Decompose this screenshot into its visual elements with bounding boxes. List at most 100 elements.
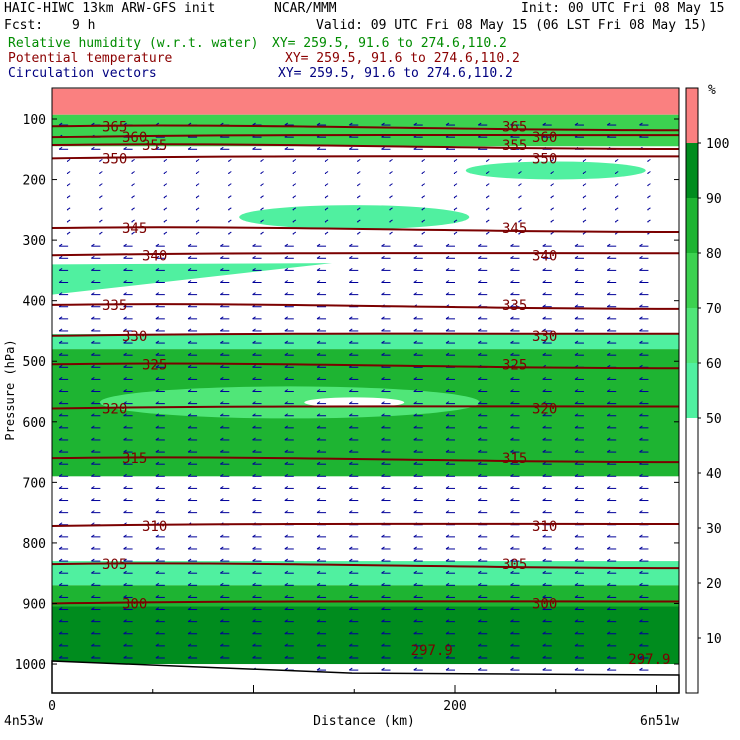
wind-vector-head — [639, 389, 643, 392]
colorbar-segment — [686, 88, 698, 143]
wind-vector-head — [252, 146, 256, 150]
theta-label: 310 — [142, 519, 167, 535]
wind-vector-head — [220, 631, 224, 635]
wind-vector-head — [639, 437, 643, 441]
wind-vector-head — [413, 328, 418, 332]
wind-vector-head — [477, 243, 482, 247]
wind-vector-head — [550, 158, 554, 162]
wind-vector-head — [389, 158, 393, 162]
wind-vector-head — [413, 498, 418, 501]
wind-vector-head — [220, 558, 224, 562]
wind-vector-head — [445, 643, 450, 647]
wind-vector-head — [316, 570, 321, 574]
right-endpoint: 6n51w — [640, 714, 679, 729]
terrain-surface — [51, 660, 680, 694]
wind-vector-head — [614, 171, 619, 174]
wind-vector-head — [58, 364, 63, 368]
wind-vector-head — [58, 243, 63, 247]
wind-vector-head — [477, 485, 482, 489]
y-tick-label: 900 — [23, 597, 46, 612]
wind-vector-head — [163, 207, 168, 211]
colorbar-label: 20 — [706, 577, 722, 592]
wind-vector-head — [220, 122, 224, 126]
wind-vector-head — [123, 643, 127, 647]
wind-vector-head — [324, 183, 329, 187]
rh-patch — [465, 161, 646, 180]
wind-vector-head — [413, 631, 418, 635]
wind-vector-head — [381, 376, 385, 380]
field-theta-label: Potential temperature — [8, 51, 173, 66]
wind-vector-head — [349, 316, 353, 320]
wind-vector-head — [155, 146, 160, 150]
wind-vector-head — [252, 582, 256, 586]
wind-vector-head — [58, 328, 63, 332]
wind-vector-head — [252, 122, 256, 126]
wind-vector-head — [510, 449, 514, 453]
valid-time: Valid: 09 UTC Fri 08 May 15 (06 LST Fri … — [316, 18, 708, 33]
wind-vector-head — [220, 352, 224, 356]
wind-vector-head — [220, 146, 224, 150]
wind-vector-head — [413, 267, 418, 271]
wind-vector-head — [349, 534, 353, 538]
wind-vector-head — [389, 171, 393, 174]
wind-vector-head — [131, 219, 135, 223]
wind-vector-head — [381, 607, 385, 610]
wind-vector-head — [381, 292, 385, 296]
wind-vector-head — [123, 631, 127, 635]
wind-vector-head — [639, 510, 643, 514]
wind-vector-head — [381, 461, 385, 465]
wind-vector-head — [187, 510, 192, 514]
wind-vector-head — [542, 376, 546, 380]
wind-vector-head — [155, 595, 160, 598]
wind-vector-head — [187, 340, 192, 344]
wind-vector-head — [381, 667, 385, 671]
wind-vector-head — [316, 667, 321, 671]
wind-vector-head — [485, 171, 490, 174]
wind-vector-head — [381, 122, 385, 126]
theta-contour — [51, 562, 680, 570]
wind-vector-head — [574, 437, 579, 441]
field-vector-label: Circulation vectors — [8, 66, 157, 81]
wind-vector-head — [220, 534, 224, 538]
wind-vector-head — [413, 510, 418, 514]
theta-label: 345 — [122, 221, 147, 237]
wind-vector-head — [91, 510, 95, 514]
wind-vector-head — [187, 364, 192, 368]
wind-vector-head — [123, 280, 127, 283]
wind-vector-head — [284, 255, 289, 259]
wind-vector-head — [413, 437, 418, 441]
wind-vector-head — [316, 122, 321, 126]
wind-vector-head — [574, 352, 579, 356]
wind-vector-head — [349, 619, 353, 623]
wind-vector-head — [606, 437, 611, 441]
wind-vector-head — [316, 328, 321, 332]
theta-label: 340 — [142, 248, 167, 264]
wind-vector-head — [510, 267, 514, 271]
wind-vector-head — [155, 364, 160, 368]
wind-vector-head — [187, 473, 192, 477]
wind-vector-head — [349, 570, 353, 574]
wind-vector-head — [550, 171, 554, 174]
wind-vector-head — [284, 485, 289, 489]
wind-vector-head — [542, 389, 546, 392]
wind-vector-head — [606, 510, 611, 514]
theta-contour — [51, 143, 680, 151]
wind-vector-head — [284, 498, 289, 501]
wind-vector-head — [91, 146, 95, 150]
wind-vector-head — [131, 171, 135, 174]
wind-vector-head — [187, 449, 192, 453]
colorbar-label: 80 — [706, 247, 722, 262]
wind-vector-head — [123, 352, 127, 356]
wind-vector-head — [574, 316, 579, 320]
wind-vector-head — [252, 558, 256, 562]
wind-vector-head — [349, 473, 353, 477]
wind-vector-head — [445, 401, 450, 405]
wind-vector-head — [220, 401, 224, 405]
y-tick-label: 100 — [23, 113, 46, 128]
wind-vector-head — [58, 280, 63, 283]
colorbar-frame — [685, 87, 699, 694]
wind-vector-head — [220, 413, 224, 417]
wind-vector-head — [195, 171, 200, 174]
theta-label: 340 — [532, 248, 557, 264]
wind-vector-head — [614, 158, 619, 162]
